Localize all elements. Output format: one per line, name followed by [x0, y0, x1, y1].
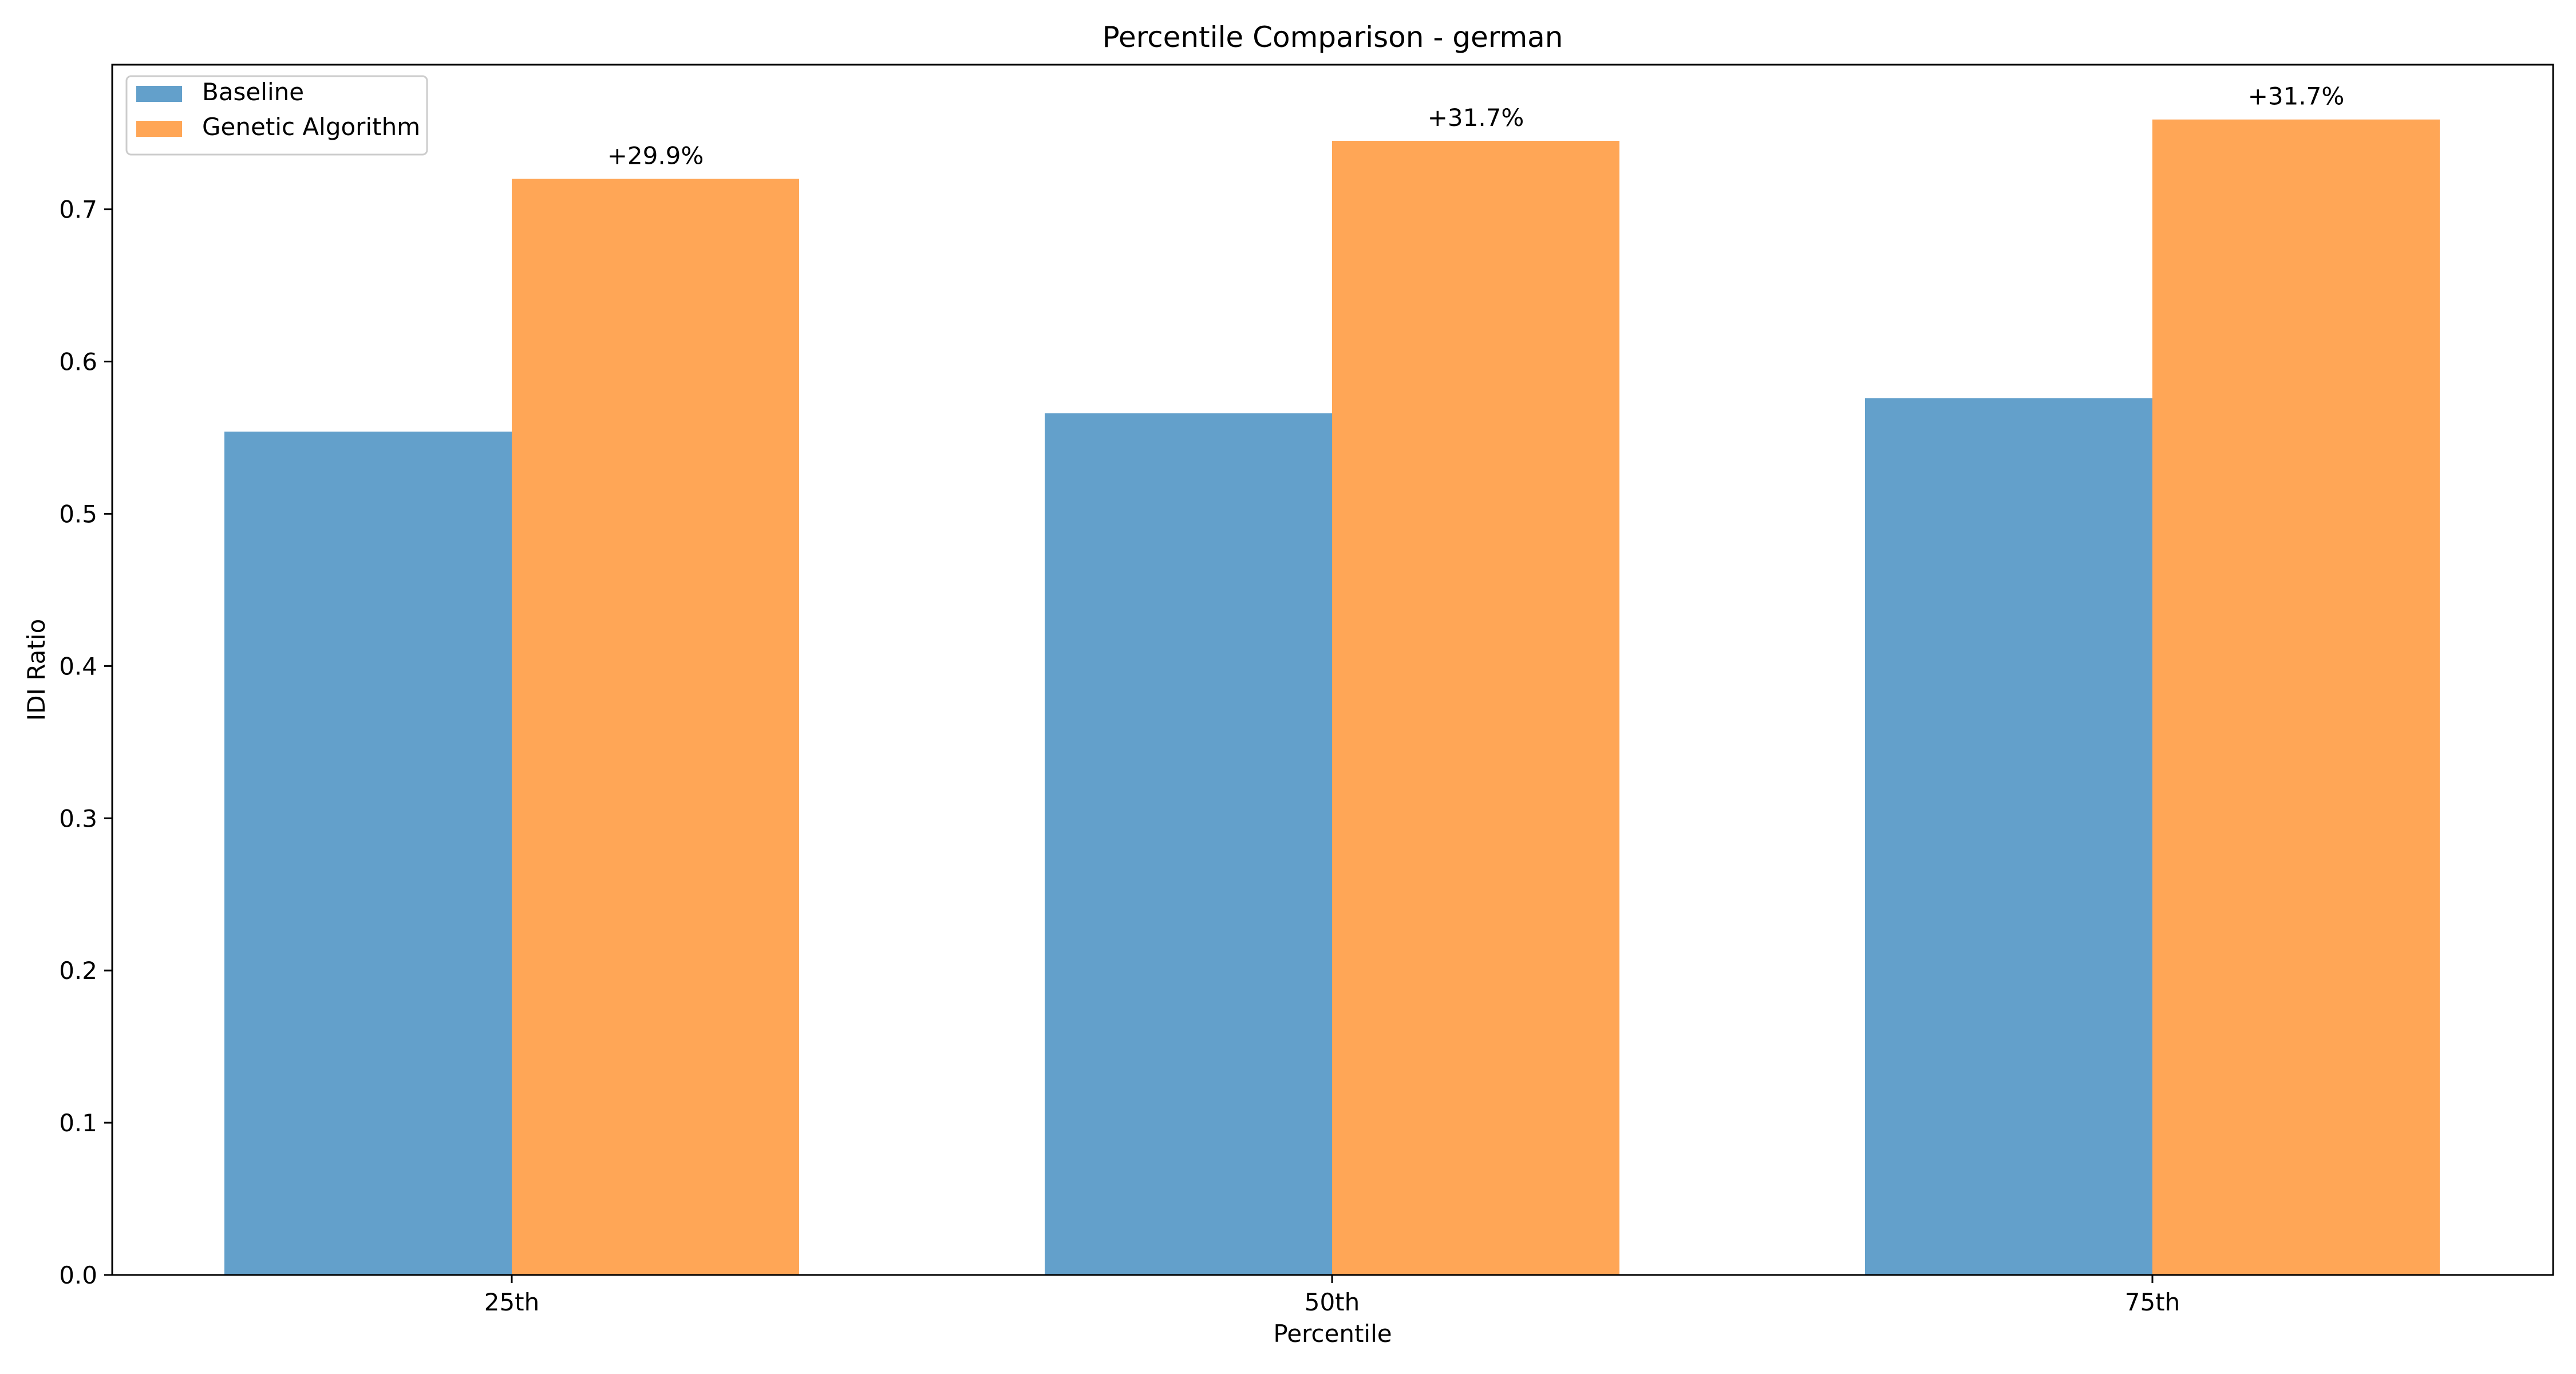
improvement-label-25th: +29.9% [607, 141, 704, 169]
x-tick-label: 75th [2125, 1288, 2180, 1316]
y-tick-label: 0.1 [59, 1109, 97, 1137]
x-tick-label: 50th [1305, 1288, 1360, 1316]
bar-baseline-75th [1865, 398, 2152, 1275]
y-tick-label: 0.3 [59, 804, 97, 832]
legend-swatch-baseline [136, 86, 182, 102]
bar-genetic-algorithm-25th [512, 179, 799, 1275]
y-tick-label: 0.7 [59, 196, 97, 224]
bar-labels: +29.9% +31.7% +31.7% [607, 82, 2345, 170]
y-axis-label: IDI Ratio [22, 619, 50, 721]
bar-genetic-algorithm-75th [2152, 119, 2440, 1276]
bar-genetic-algorithm-50th [1332, 140, 1619, 1276]
bar-baseline-50th [1045, 413, 1332, 1275]
y-tick-label: 0.2 [59, 957, 97, 985]
x-tick-label: 25th [484, 1288, 540, 1316]
y-axis: 0.0 0.1 0.2 0.3 0.4 0.5 0.6 0.7 [59, 196, 112, 1289]
y-tick-label: 0.6 [59, 348, 97, 376]
x-axis: 25th 50th 75th [484, 1275, 2180, 1316]
legend-box [125, 75, 428, 156]
legend-label-genetic-algorithm: Genetic Algorithm [202, 113, 420, 141]
y-tick-label: 0.0 [59, 1261, 97, 1289]
improvement-label-50th: +31.7% [1428, 104, 1524, 132]
y-tick-label: 0.5 [59, 500, 97, 528]
bar-baseline-25th [224, 431, 512, 1275]
legend: Baseline Genetic Algorithm [125, 75, 428, 156]
y-tick-label: 0.4 [59, 652, 97, 680]
legend-swatch-genetic-algorithm [136, 121, 182, 137]
chart-title: Percentile Comparison - german [1103, 21, 1563, 54]
improvement-label-75th: +31.7% [2248, 82, 2345, 110]
legend-label-baseline: Baseline [202, 78, 304, 106]
bars [224, 119, 2440, 1276]
x-axis-label: Percentile [1273, 1320, 1392, 1348]
